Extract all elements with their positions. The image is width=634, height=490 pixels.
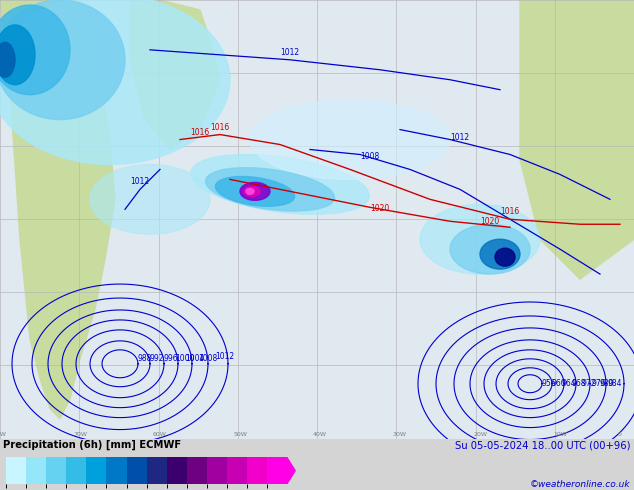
Text: 1000: 1000 bbox=[175, 354, 195, 363]
Polygon shape bbox=[560, 0, 634, 120]
Text: 1008: 1008 bbox=[360, 152, 380, 162]
Text: Su 05-05-2024 18..00 UTC (00+96): Su 05-05-2024 18..00 UTC (00+96) bbox=[455, 440, 631, 450]
Text: 40W: 40W bbox=[313, 432, 327, 437]
Ellipse shape bbox=[250, 99, 450, 179]
Text: 956: 956 bbox=[542, 379, 557, 388]
Text: 1012: 1012 bbox=[450, 132, 470, 142]
Bar bbox=[86, 457, 107, 484]
Text: 984: 984 bbox=[608, 379, 623, 388]
Bar bbox=[167, 457, 186, 484]
Ellipse shape bbox=[495, 248, 515, 266]
Text: 1004: 1004 bbox=[185, 354, 204, 363]
Text: 1012: 1012 bbox=[130, 177, 149, 186]
Text: 20W: 20W bbox=[473, 432, 487, 437]
Text: 60W: 60W bbox=[153, 432, 167, 437]
Polygon shape bbox=[287, 457, 295, 484]
Bar bbox=[207, 457, 227, 484]
Ellipse shape bbox=[0, 0, 230, 165]
Text: 996: 996 bbox=[164, 354, 179, 363]
Bar bbox=[227, 457, 247, 484]
Text: 10W: 10W bbox=[553, 432, 567, 437]
Text: 964: 964 bbox=[562, 379, 577, 388]
Bar bbox=[146, 457, 167, 484]
Ellipse shape bbox=[480, 239, 520, 269]
Text: 50W: 50W bbox=[233, 432, 247, 437]
Ellipse shape bbox=[450, 224, 530, 274]
Bar bbox=[186, 457, 207, 484]
Bar bbox=[27, 457, 46, 484]
Ellipse shape bbox=[246, 188, 254, 195]
Polygon shape bbox=[130, 0, 220, 149]
Ellipse shape bbox=[0, 42, 15, 77]
Text: 1012: 1012 bbox=[215, 352, 234, 361]
Text: 70W: 70W bbox=[73, 432, 87, 437]
Ellipse shape bbox=[240, 182, 270, 200]
Text: 30W: 30W bbox=[393, 432, 407, 437]
Text: 1016: 1016 bbox=[500, 207, 520, 216]
Text: 968: 968 bbox=[572, 379, 586, 388]
Text: 80W: 80W bbox=[0, 432, 7, 437]
Text: 992: 992 bbox=[150, 354, 164, 363]
Bar bbox=[107, 457, 127, 484]
Text: 1020: 1020 bbox=[370, 204, 390, 213]
Text: 1016: 1016 bbox=[210, 122, 230, 132]
Text: 980: 980 bbox=[600, 379, 614, 388]
Ellipse shape bbox=[244, 186, 260, 196]
Text: 960: 960 bbox=[552, 379, 567, 388]
Ellipse shape bbox=[216, 176, 295, 206]
Text: 0: 0 bbox=[618, 432, 622, 437]
Bar bbox=[46, 457, 67, 484]
Text: Precipitation (6h) [mm] ECMWF: Precipitation (6h) [mm] ECMWF bbox=[3, 440, 181, 450]
Polygon shape bbox=[520, 0, 634, 279]
Bar bbox=[247, 457, 267, 484]
Text: 988: 988 bbox=[138, 354, 152, 363]
Polygon shape bbox=[0, 0, 115, 418]
Bar bbox=[67, 457, 86, 484]
Bar bbox=[6, 457, 27, 484]
Text: 1012: 1012 bbox=[280, 48, 299, 57]
Ellipse shape bbox=[420, 204, 540, 274]
Text: 972: 972 bbox=[582, 379, 597, 388]
Ellipse shape bbox=[0, 25, 35, 85]
Ellipse shape bbox=[90, 165, 210, 234]
Ellipse shape bbox=[191, 154, 369, 214]
Text: 1016: 1016 bbox=[190, 127, 210, 137]
Text: 976: 976 bbox=[592, 379, 607, 388]
Bar bbox=[127, 457, 146, 484]
Ellipse shape bbox=[0, 0, 125, 120]
Text: ©weatheronline.co.uk: ©weatheronline.co.uk bbox=[530, 480, 631, 489]
Text: 1008: 1008 bbox=[198, 354, 217, 363]
Ellipse shape bbox=[0, 5, 70, 95]
Bar bbox=[267, 457, 287, 484]
Text: 1020: 1020 bbox=[481, 217, 500, 226]
Ellipse shape bbox=[205, 168, 334, 211]
